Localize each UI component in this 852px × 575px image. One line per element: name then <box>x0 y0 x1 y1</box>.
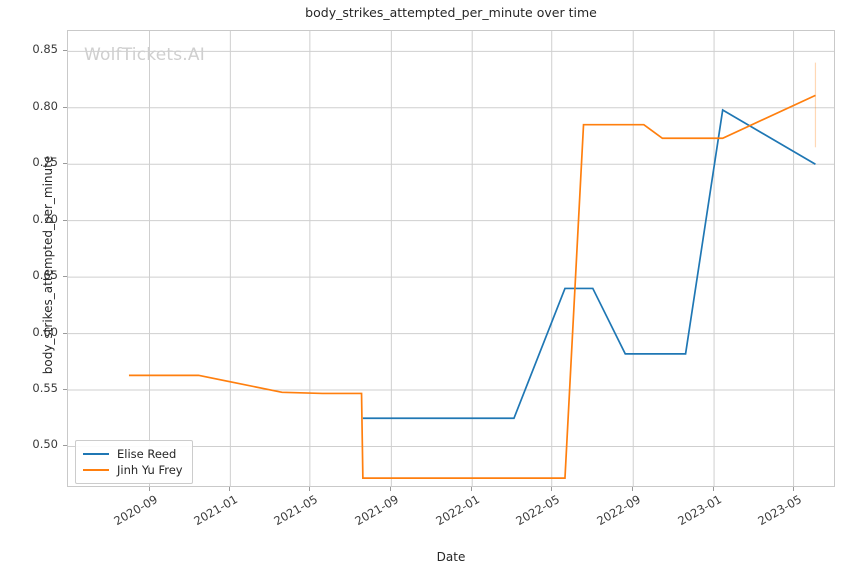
y-tick-mark <box>63 50 67 52</box>
y-tick-label: 0.80 <box>32 98 58 113</box>
y-tick-mark <box>63 445 67 447</box>
y-tick-label: 0.70 <box>32 211 58 226</box>
x-tick-mark <box>632 487 634 491</box>
x-tick-mark <box>308 487 310 491</box>
legend-item[interactable]: Elise Reed <box>83 446 183 462</box>
plot-area: WolfTickets.AI <box>67 30 835 487</box>
y-tick-label: 0.85 <box>32 42 58 57</box>
y-tick-mark <box>63 389 67 391</box>
y-tick-mark <box>63 219 67 221</box>
legend-color-swatch <box>83 469 109 471</box>
x-tick-mark <box>229 487 231 491</box>
y-tick-mark <box>63 332 67 334</box>
x-tick-mark <box>471 487 473 491</box>
y-tick-mark <box>63 106 67 108</box>
legend[interactable]: Elise Reed Jinh Yu Frey <box>75 440 193 484</box>
legend-color-swatch <box>83 453 109 455</box>
legend-label: Elise Reed <box>117 447 177 461</box>
legend-label: Jinh Yu Frey <box>117 463 183 477</box>
x-tick-mark <box>792 487 794 491</box>
y-tick-label: 0.75 <box>32 155 58 170</box>
x-tick-mark <box>713 487 715 491</box>
y-tick-mark <box>63 163 67 165</box>
data-series <box>128 62 817 479</box>
y-tick-label: 0.55 <box>32 381 58 396</box>
y-tick-mark <box>63 276 67 278</box>
x-tick-mark <box>390 487 392 491</box>
y-tick-label: 0.65 <box>32 268 58 283</box>
legend-item[interactable]: Jinh Yu Frey <box>83 462 183 478</box>
x-tick-mark <box>550 487 552 491</box>
grid-lines <box>68 31 834 486</box>
chart-title: body_strikes_attempted_per_minute over t… <box>305 5 597 20</box>
y-tick-label: 0.50 <box>32 437 58 452</box>
x-tick-mark <box>148 487 150 491</box>
watermark: WolfTickets.AI <box>84 45 205 65</box>
y-tick-label: 0.60 <box>32 324 58 339</box>
x-axis-label: Date <box>436 550 466 564</box>
